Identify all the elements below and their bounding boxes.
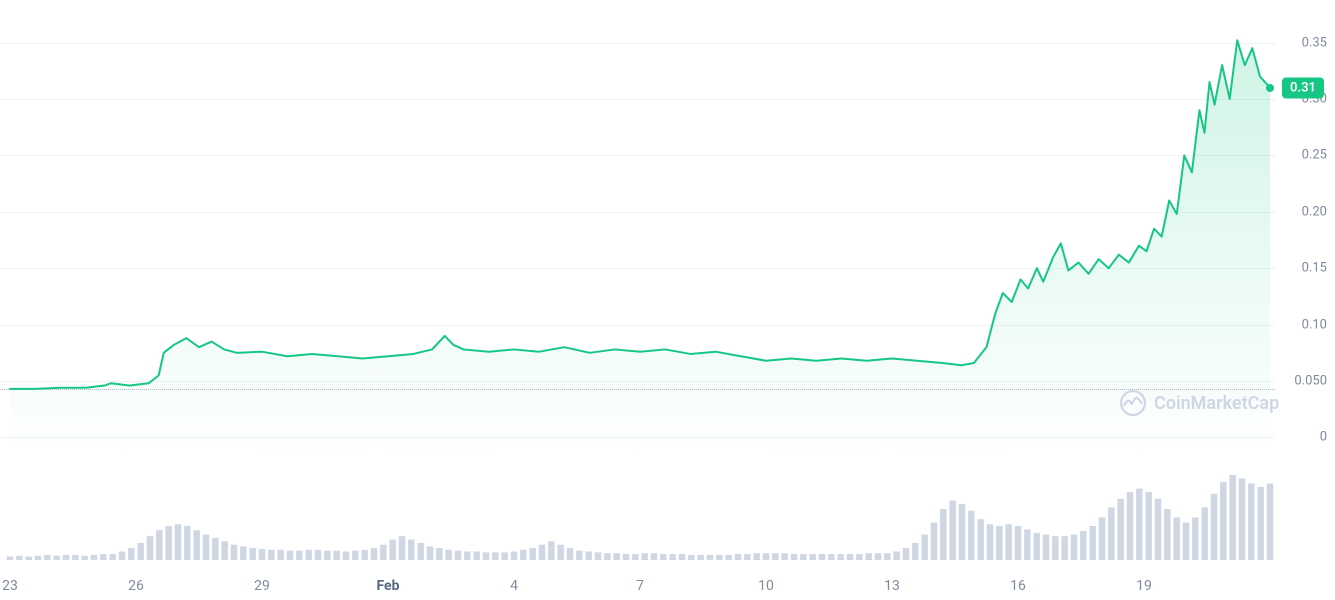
current-price-dot: [1266, 84, 1274, 92]
watermark-text: CoinMarketCap: [1154, 393, 1279, 414]
chart-svg: [0, 0, 1335, 600]
price-area: [10, 40, 1270, 460]
watermark: CoinMarketCap: [1120, 390, 1279, 416]
current-price-badge: 0.31: [1282, 77, 1324, 98]
volume-bars: [7, 475, 1273, 560]
coinmarketcap-icon: [1120, 390, 1146, 416]
price-chart[interactable]: 00.0500.100.150.200.250.300.35232629Feb4…: [0, 0, 1335, 600]
